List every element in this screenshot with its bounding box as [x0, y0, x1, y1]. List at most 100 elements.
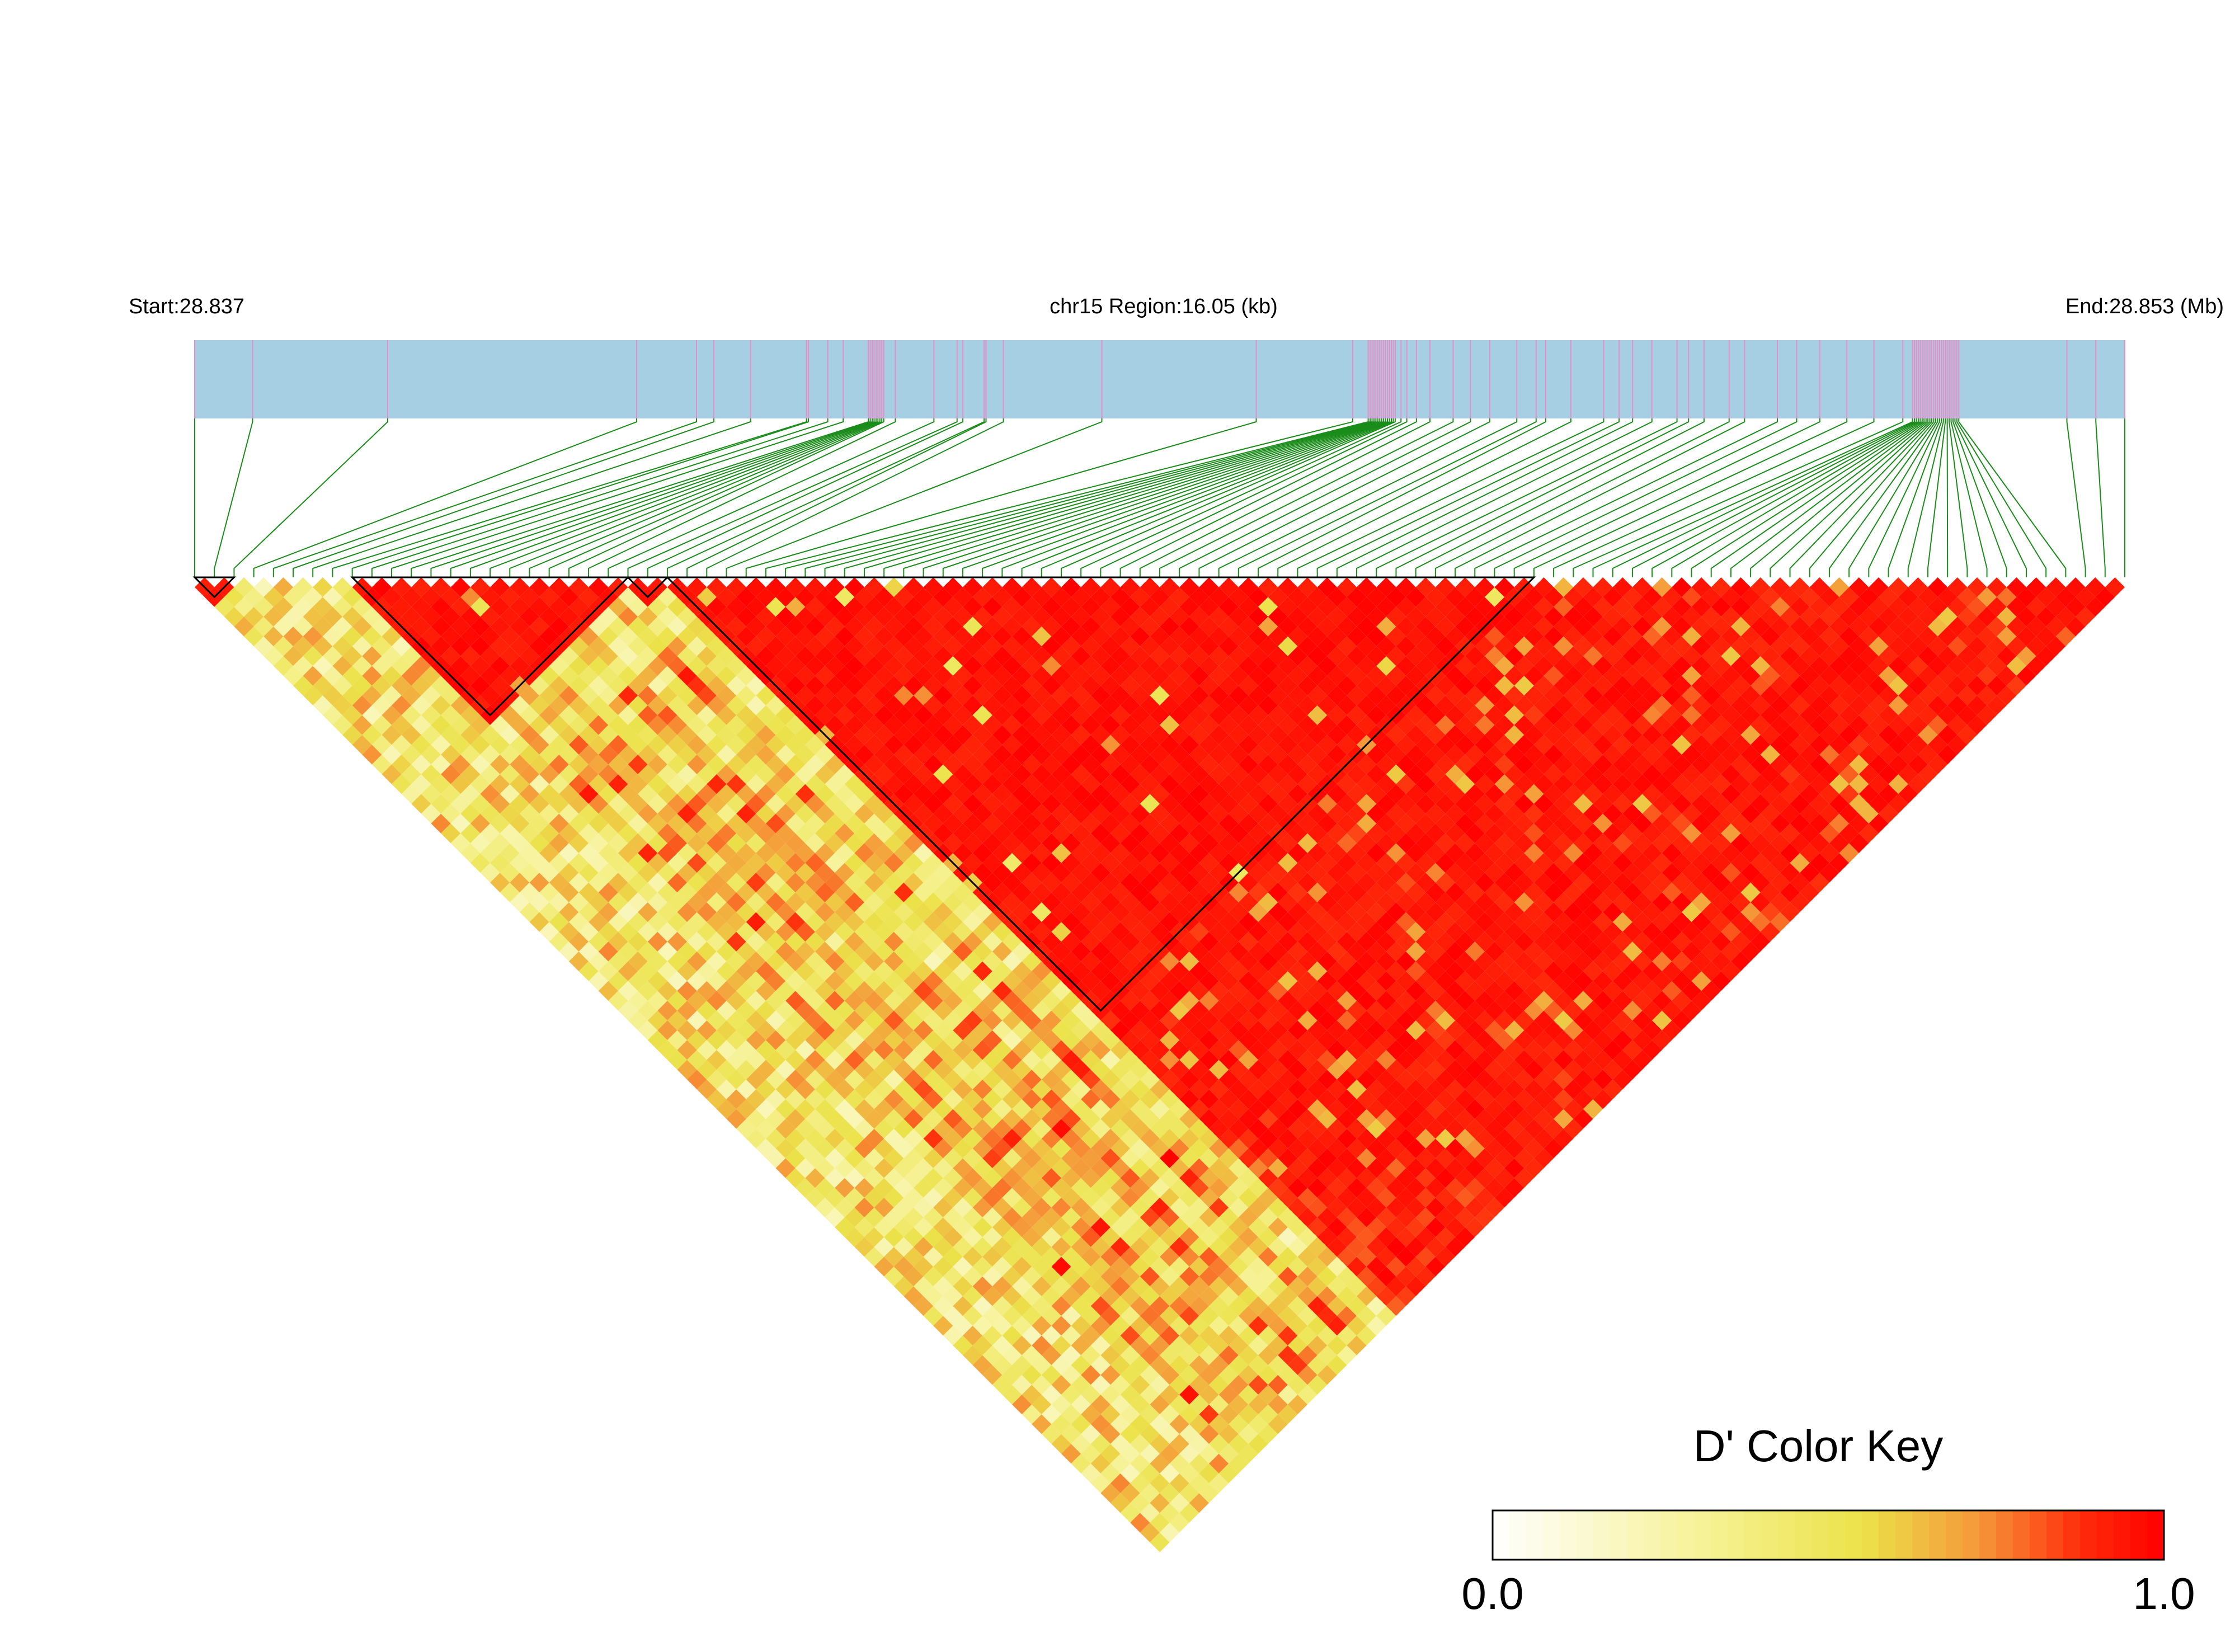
ld-cell [1751, 931, 1771, 952]
ld-cell [392, 597, 412, 617]
ld-cell [726, 577, 746, 597]
ld-cell [450, 577, 470, 597]
ld-cell [962, 1227, 983, 1247]
ld-cell [1081, 616, 1101, 637]
snp-connector [1691, 418, 1923, 577]
ld-cell [844, 1030, 864, 1050]
ld-cell [1081, 597, 1101, 617]
ld-cell [510, 597, 530, 617]
ld-cell [510, 754, 530, 775]
ld-cell [332, 695, 352, 716]
ld-cell [726, 951, 746, 972]
snp-connector [1159, 418, 1454, 577]
snp-connector [1789, 418, 1932, 577]
ld-cell [962, 735, 983, 755]
ld-cell [962, 1246, 983, 1267]
region-track [195, 340, 2125, 418]
ld-cell [1504, 606, 1524, 627]
ld-cell [1268, 1414, 1288, 1434]
ld-cell [1504, 1178, 1524, 1198]
ld-cell [726, 754, 746, 775]
snp-connector [883, 418, 1378, 577]
snp-connector [923, 418, 1382, 577]
ld-cell [1268, 1079, 1288, 1099]
ld-cell [510, 774, 530, 794]
ld-cell [1268, 606, 1288, 627]
ld-cell [392, 577, 412, 597]
ld-cell [1504, 843, 1524, 863]
ld-cell [962, 971, 983, 991]
ld-cell [1504, 1040, 1524, 1060]
snp-connector [1553, 418, 1875, 577]
ld-cell [1081, 1168, 1101, 1188]
snp-ticks [194, 340, 2125, 418]
snp-connector [509, 418, 879, 577]
ld-cell [1268, 646, 1288, 666]
snp-connector [726, 418, 1103, 577]
snp-connector [1021, 418, 1392, 577]
ld-cell [450, 636, 470, 656]
ld-cell [1691, 991, 1711, 1011]
ld-cell [1751, 676, 1771, 696]
snp-connector [608, 418, 935, 577]
snp-connector [430, 418, 871, 577]
ld-cell [1751, 735, 1771, 755]
ld-cell [1081, 695, 1101, 716]
ld-cell [253, 636, 274, 656]
ld-cell [598, 981, 618, 1001]
snp-connector [1950, 418, 1988, 577]
ld-cell [726, 873, 746, 893]
ld-cell [450, 833, 470, 853]
ld-cell [962, 597, 983, 617]
ld-cell [1081, 794, 1101, 814]
ld-cell [844, 1010, 864, 1030]
snp-connector [785, 418, 1369, 577]
ld-cell [450, 597, 470, 617]
ld-cell [844, 715, 864, 735]
ld-cell [962, 636, 983, 656]
snp-connector [1770, 418, 1931, 577]
ld-cell [598, 902, 618, 923]
ld-cell [1504, 922, 1524, 942]
snp-connector [1434, 418, 1730, 577]
snp-connector [351, 418, 810, 577]
ld-cell [1987, 676, 2007, 696]
ld-cell [1504, 705, 1524, 726]
ld-cell [962, 1010, 983, 1030]
ld-cell [598, 961, 618, 981]
ld-cell [450, 715, 470, 735]
ld-cell [1751, 616, 1771, 637]
ld-cell [1268, 1040, 1288, 1060]
ld-cell [598, 764, 618, 784]
ld-cell [844, 676, 864, 696]
ld-cell [1081, 1188, 1101, 1208]
ld-cell [1504, 902, 1524, 923]
ld-cell [1504, 725, 1524, 745]
snp-connector [1956, 418, 2047, 577]
snp-connector [214, 418, 253, 577]
ld-cell [510, 695, 530, 716]
ld-cell [1081, 715, 1101, 735]
ld-cell [510, 616, 530, 637]
ld-cell [1268, 1099, 1288, 1119]
ld-cell [844, 1049, 864, 1070]
ld-cell [1504, 685, 1524, 705]
snp-connector [1671, 418, 1921, 577]
ld-cell [450, 754, 470, 775]
snp-connector [1179, 418, 1471, 577]
ld-cell [392, 754, 412, 775]
ld-cell [332, 577, 352, 597]
ld-cell [726, 695, 746, 716]
ld-cell [510, 577, 530, 597]
ld-cell [510, 833, 530, 853]
snp-connector [1494, 418, 1798, 577]
ld-cell [1081, 1010, 1101, 1030]
ld-cell [844, 695, 864, 716]
ld-cell [598, 882, 618, 902]
ld-cell [844, 853, 864, 873]
ld-cell [1268, 882, 1288, 902]
ld-cell [1268, 1000, 1288, 1021]
snp-connector [312, 418, 751, 577]
ld-cell [844, 1109, 864, 1129]
ld-cell [1268, 1158, 1288, 1178]
